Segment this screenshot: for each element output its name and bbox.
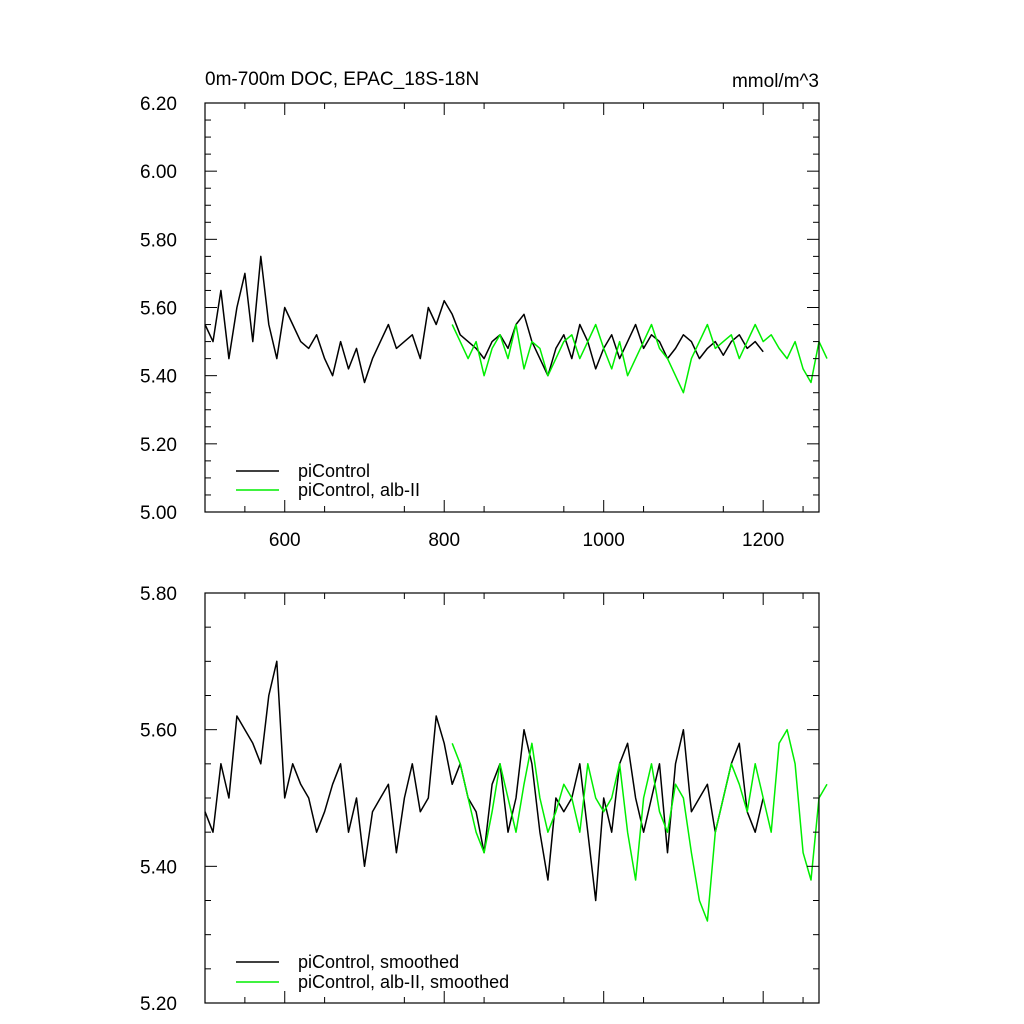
bottom-y-tick-label-0: 5.20 — [140, 994, 177, 1015]
bottom-y-tick-label-3: 5.80 — [140, 584, 177, 605]
top-panel: 600 800 1000 1200 5.00 5.20 5.40 5.60 5.80 6.00 6.… — [140, 69, 828, 551]
bottom-y-tick-label-2: 5.60 — [140, 721, 177, 742]
bottom-legend: piControl, smoothed piControl, alb-II, s… — [236, 952, 509, 992]
top-units-label: mmol/m^3 — [732, 71, 819, 92]
top-legend-label-0: piControl — [298, 461, 370, 481]
top-legend: piControl piControl, alb-II — [236, 461, 420, 500]
top-y-tick-label-4: 5.80 — [140, 230, 177, 251]
top-x-tick-label-1: 800 — [428, 530, 460, 551]
top-x-tick-label-3: 1200 — [742, 530, 784, 551]
top-y-tick-label-3: 5.60 — [140, 299, 177, 320]
top-y-tick-label-5: 6.00 — [140, 162, 177, 183]
top-series-line-0 — [204, 255, 764, 384]
bottom-legend-label-0: piControl, smoothed — [298, 952, 459, 972]
top-y-tick-label-1: 5.20 — [140, 435, 177, 456]
top-x-tick-label-0: 600 — [269, 530, 301, 551]
bottom-panel: 5.20 5.40 5.60 5.80 piControl, smoothed piC… — [140, 584, 828, 1015]
bottom-y-tick-label-1: 5.40 — [140, 857, 177, 878]
bottom-panel-series — [204, 660, 828, 922]
bottom-legend-label-1: piControl, alb-II, smoothed — [298, 972, 509, 992]
top-legend-label-1: piControl, alb-II — [298, 480, 420, 500]
top-y-tick-label-2: 5.40 — [140, 367, 177, 388]
top-y-tick-label-6: 6.20 — [140, 94, 177, 115]
top-plot-title: 0m-700m DOC, EPAC_18S-18N — [205, 69, 479, 90]
bottom-panel-ticks: 5.20 5.40 5.60 5.80 — [140, 584, 819, 1015]
bottom-series-line-1 — [451, 728, 828, 922]
top-panel-series — [204, 255, 828, 394]
top-x-tick-label-2: 1000 — [583, 530, 625, 551]
top-series-line-1 — [451, 323, 828, 394]
top-panel-ticks: 600 800 1000 1200 5.00 5.20 5.40 5.60 5.80 6.00 6.… — [140, 94, 819, 551]
top-y-tick-label-0: 5.00 — [140, 503, 177, 524]
